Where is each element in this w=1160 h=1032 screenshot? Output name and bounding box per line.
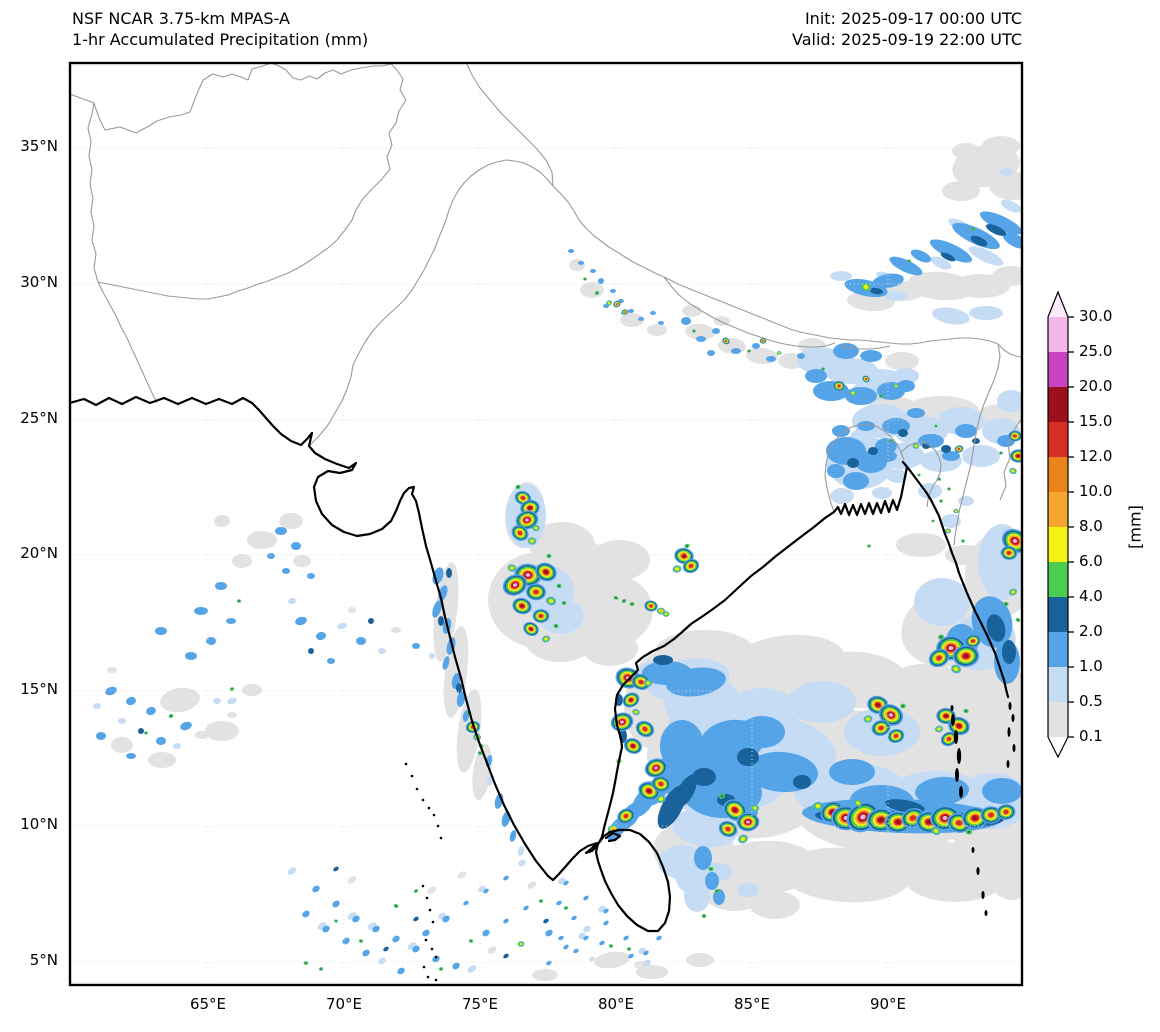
colorbar-tick-label: 0.5: [1079, 692, 1103, 710]
x-axis-tick: 80°E: [597, 995, 635, 1013]
colorbar-tick-label: 20.0: [1079, 377, 1113, 395]
colorbar-tick-label: 12.0: [1079, 447, 1113, 465]
colorbar-tick-label: 2.0: [1079, 622, 1103, 640]
colorbar-tick-label: 8.0: [1079, 517, 1103, 535]
x-axis-tick: 85°E: [733, 995, 771, 1013]
title-line-1: NSF NCAR 3.75-km MPAS-A: [72, 9, 290, 28]
y-axis-tick: 30°N: [20, 273, 58, 291]
y-axis-tick: 10°N: [20, 815, 58, 833]
x-axis-tick: 75°E: [461, 995, 499, 1013]
colorbar-tick-label: 10.0: [1079, 482, 1113, 500]
colorbar-tick-label: 30.0: [1079, 307, 1113, 325]
y-axis-tick: 5°N: [29, 951, 58, 969]
colorbar-tick-label: 1.0: [1079, 657, 1103, 675]
plot-title: NSF NCAR 3.75-km MPAS-A 1-hr Accumulated …: [72, 8, 368, 50]
map-frame: [68, 61, 1024, 987]
precip-field: [93, 136, 1022, 981]
country-borders: [70, 63, 1022, 546]
island-dots: [404, 702, 1016, 985]
coastline: [70, 395, 1010, 933]
colorbar-tick-label: 4.0: [1079, 587, 1103, 605]
y-axis-tick: 15°N: [20, 680, 58, 698]
title-line-2: 1-hr Accumulated Precipitation (mm): [72, 30, 369, 49]
colorbar-tick-label: 6.0: [1079, 552, 1103, 570]
colorbar-tick-label: 0.1: [1079, 727, 1103, 745]
x-axis-tick: 70°E: [325, 995, 363, 1013]
y-axis-tick: 35°N: [20, 137, 58, 155]
forecast-times: Init: 2025-09-17 00:00 UTC Valid: 2025-09…: [792, 8, 1022, 50]
colorbar-tick-label: 25.0: [1079, 342, 1113, 360]
valid-time: Valid: 2025-09-19 22:00 UTC: [791, 30, 1022, 49]
y-axis-tick: 25°N: [20, 409, 58, 427]
x-axis-tick: 90°E: [869, 995, 907, 1013]
init-time: Init: 2025-09-17 00:00 UTC: [804, 9, 1022, 28]
colorbar: [1047, 290, 1074, 759]
colorbar-tick-label: 15.0: [1079, 412, 1113, 430]
x-axis-tick: 65°E: [189, 995, 227, 1013]
y-axis-tick: 20°N: [20, 544, 58, 562]
